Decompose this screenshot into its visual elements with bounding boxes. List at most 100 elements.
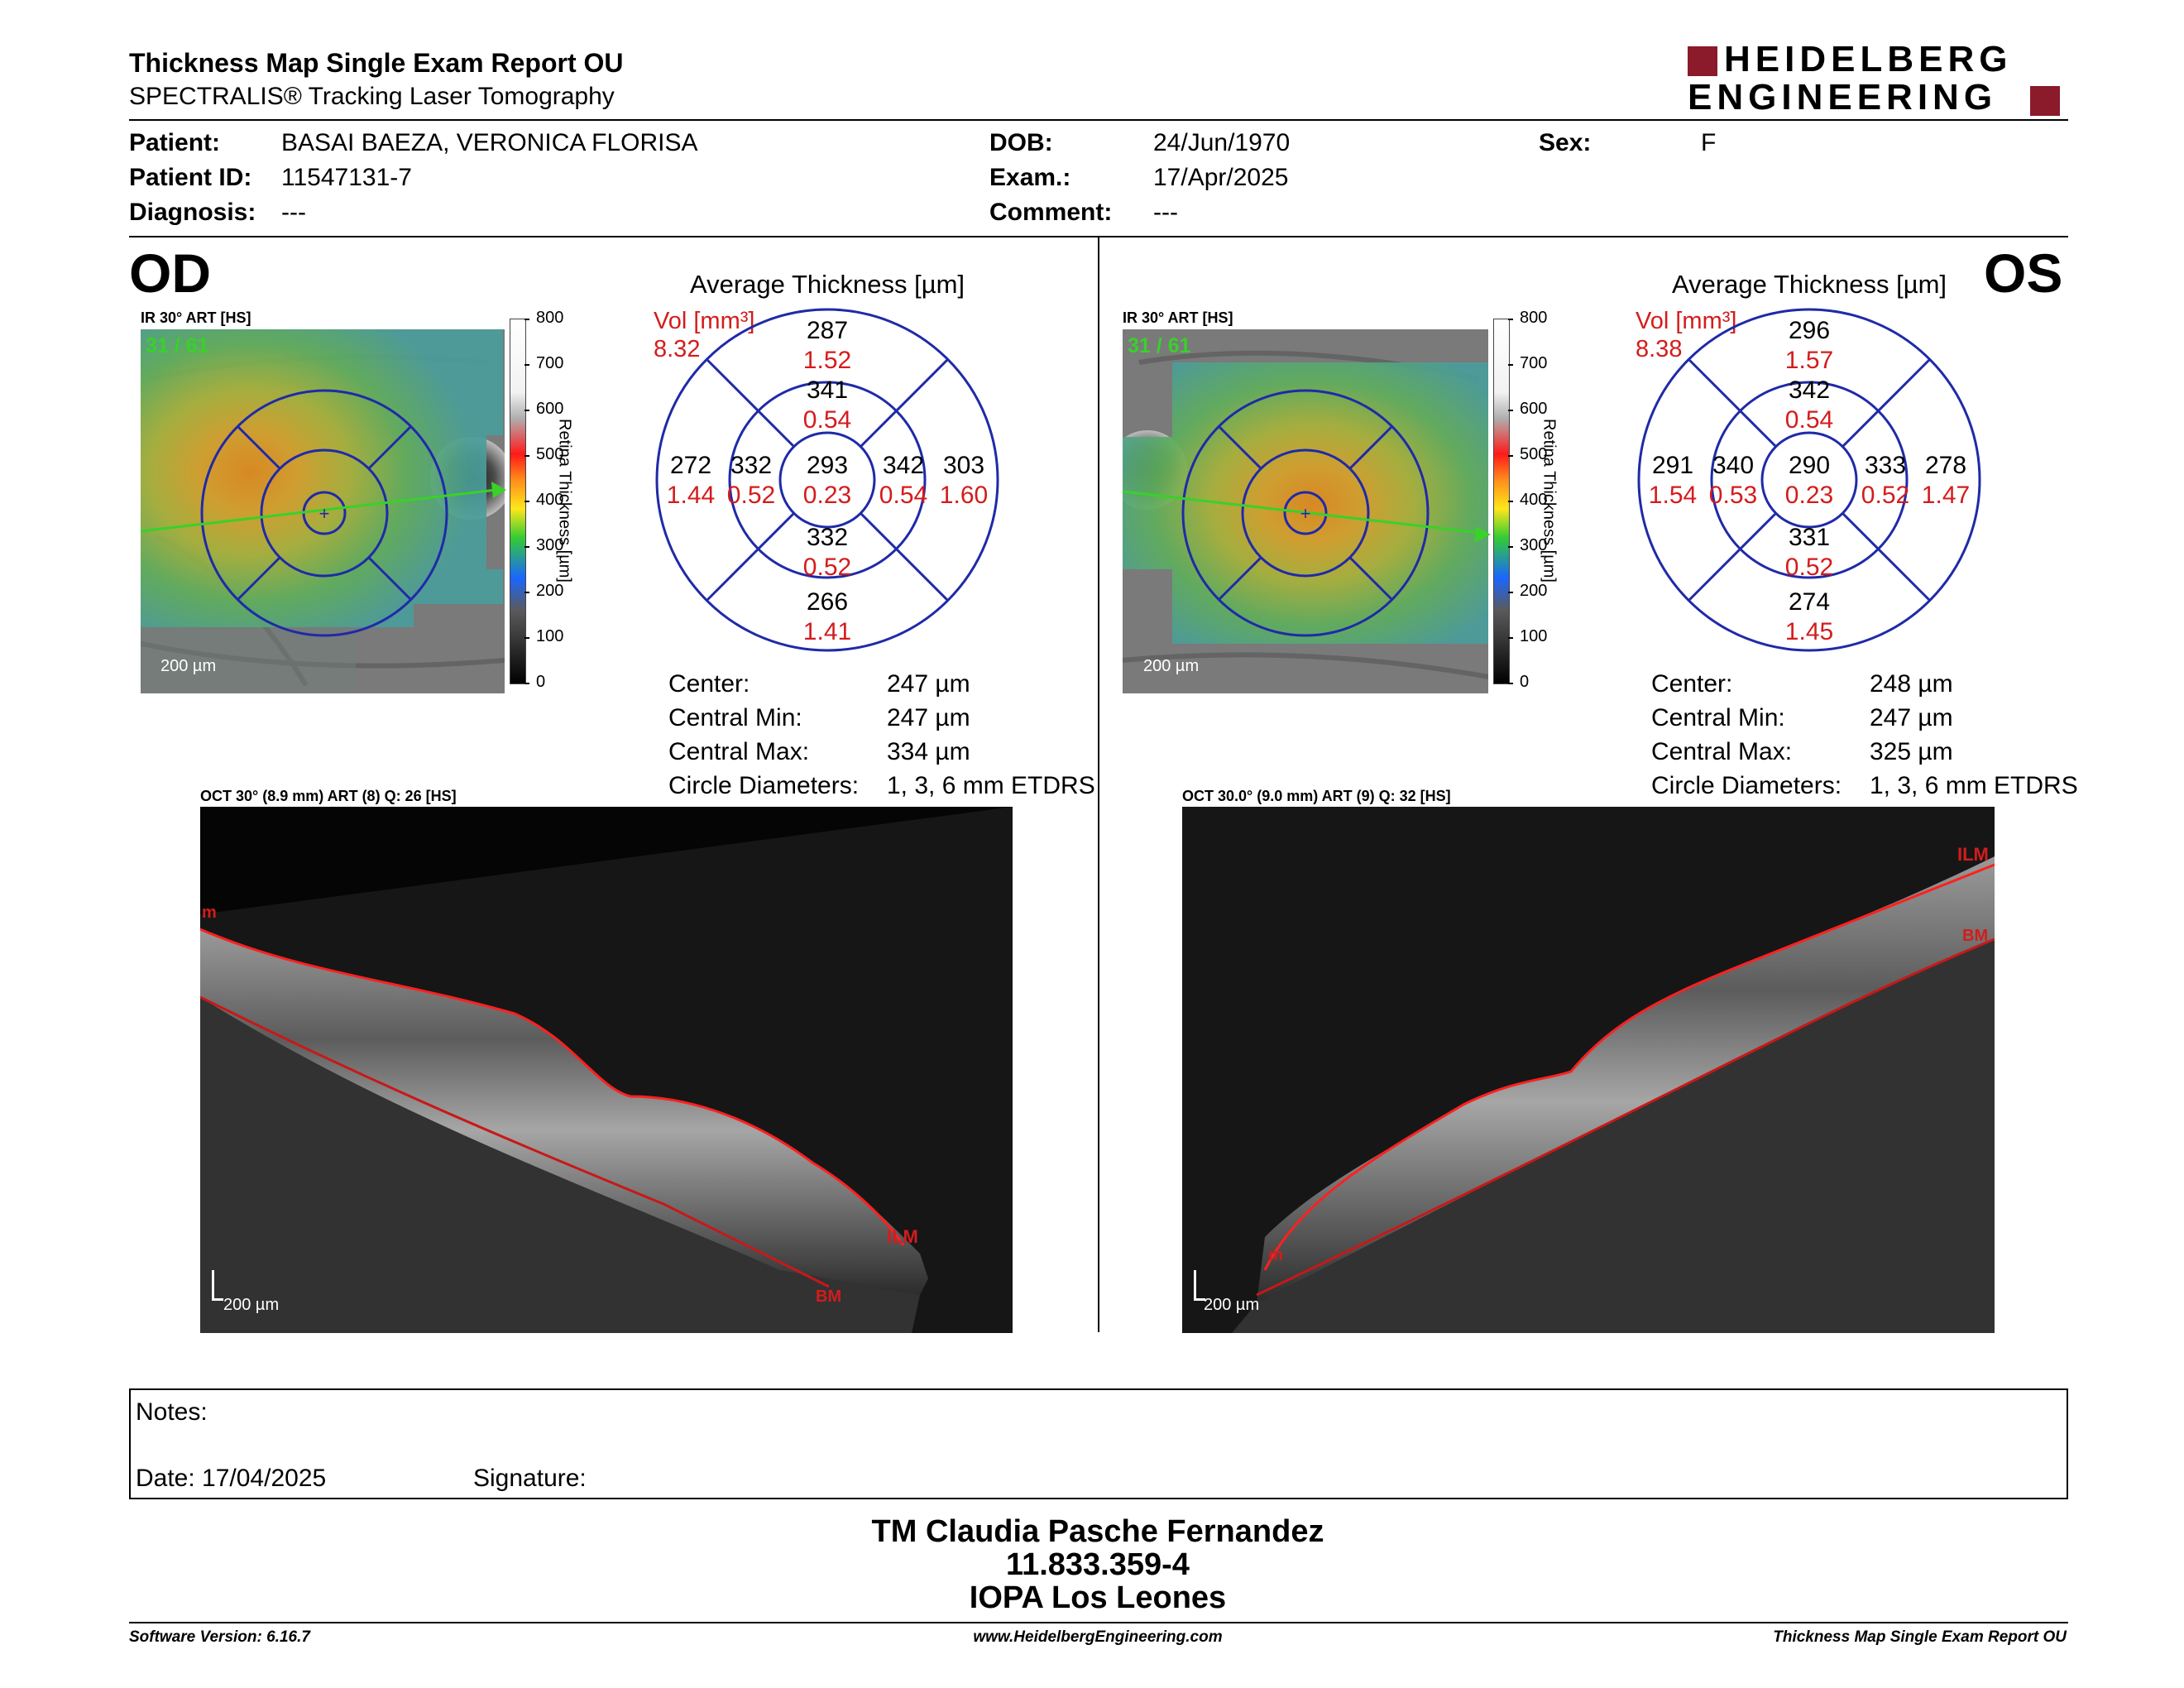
os-grid-sup-in-thickness: 342 <box>1788 376 1831 404</box>
os-colorbar-tick-label: 600 <box>1520 400 1548 418</box>
os-colorbar-tick-mark <box>1508 410 1513 411</box>
patient-name: BASAI BAEZA, VERONICA FLORISA <box>281 129 698 156</box>
od-ir-label: IR 30° ART [HS] <box>141 309 251 326</box>
os-colorbar-tick-label: 800 <box>1520 309 1548 327</box>
od-grid-right-out-thickness: 303 <box>942 452 985 479</box>
od-grid-right-in-volume: 0.54 <box>879 482 928 509</box>
os-oct-label: OCT 30.0° (9.0 mm) ART (9) Q: 32 [HS] <box>1182 788 1451 804</box>
od-colorbar-tick-label: 500 <box>536 445 564 463</box>
os-grid-right-in-thickness: 333 <box>1864 452 1907 479</box>
od-avg-title: Average Thickness [µm] <box>689 270 965 299</box>
comment-label: Comment: <box>989 199 1113 226</box>
od-etdrs-overlay: + <box>140 389 506 637</box>
od-grid-sup-out-thickness: 287 <box>806 317 849 344</box>
os-circ-label: Circle Diameters: <box>1651 772 1842 799</box>
os-colorbar-tick-label: 200 <box>1520 582 1548 600</box>
od-colorbar-tick-mark <box>524 455 529 457</box>
od-oct-label: OCT 30° (8.9 mm) ART (8) Q: 26 [HS] <box>200 788 457 804</box>
svg-text:+: + <box>319 503 330 524</box>
os-colorbar-tick-label: 100 <box>1520 627 1548 645</box>
os-ir-label: IR 30° ART [HS] <box>1123 309 1233 326</box>
notes-date: Date: 17/04/2025 <box>136 1465 327 1492</box>
notes-box: Notes: Date: 17/04/2025 Signature: <box>129 1388 2068 1499</box>
os-grid-right-out-thickness: 278 <box>1924 452 1967 479</box>
os-colorbar-tick-label: 300 <box>1520 536 1548 554</box>
od-colorbar-tick-label: 600 <box>536 400 564 418</box>
od-colorbar-tick-mark <box>524 501 529 502</box>
os-grid-inf-in-volume: 0.52 <box>1784 554 1834 581</box>
od-colorbar-tick-label: 800 <box>536 309 564 327</box>
os-grid-inf-out-thickness: 274 <box>1788 588 1831 616</box>
os-colorbar-tick-mark <box>1508 546 1513 548</box>
dob-value: 24/Jun/1970 <box>1153 129 1291 156</box>
os-colorbar-tick-mark <box>1508 455 1513 457</box>
os-circ-value: 1, 3, 6 mm ETDRS <box>1870 772 2078 799</box>
report-subtitle: SPECTRALIS® Tracking Laser Tomography <box>129 83 615 110</box>
od-grid-inf-in-volume: 0.52 <box>802 554 852 581</box>
os-bm-label: BM <box>1962 927 1989 945</box>
od-frames: 31 / 61 <box>146 334 209 357</box>
od-fundus-scale: 200 µm <box>160 657 217 675</box>
od-grid-right-in-thickness: 342 <box>882 452 925 479</box>
os-center-value: 248 µm <box>1870 670 1953 698</box>
notes-label: Notes: <box>136 1398 208 1426</box>
os-center-label: Center: <box>1651 670 1733 698</box>
od-colorbar-tick-label: 700 <box>536 354 564 372</box>
od-colorbar-tick-mark <box>524 410 529 411</box>
od-grid-inf-out-volume: 1.41 <box>802 618 852 645</box>
od-circ-label: Circle Diameters: <box>668 772 860 799</box>
heidelberg-logo: HEIDELBERG ENGINEERING <box>1688 40 2068 119</box>
dob-label: DOB: <box>989 129 1053 156</box>
od-grid-inf-in-thickness: 332 <box>806 524 849 551</box>
od-cmax-value: 334 µm <box>887 738 970 765</box>
comment-value: --- <box>1153 199 1178 226</box>
os-colorbar-tick-mark <box>1508 501 1513 502</box>
os-colorbar-tick-mark <box>1508 637 1513 639</box>
os-vol-label: Vol [mm³] <box>1636 308 1737 334</box>
od-grid-sup-in-volume: 0.54 <box>802 406 852 434</box>
os-colorbar-tick-label: 700 <box>1520 354 1548 372</box>
od-grid-left-out-volume: 1.44 <box>666 482 716 509</box>
os-colorbar <box>1493 319 1510 684</box>
od-oct-scale: 200 µm <box>223 1296 280 1314</box>
os-colorbar-tick-label: 400 <box>1520 491 1548 509</box>
od-grid-sup-out-volume: 1.52 <box>802 347 852 374</box>
od-colorbar-tick-mark <box>524 364 529 366</box>
od-colorbar-tick-mark <box>524 637 529 639</box>
od-m-label: m <box>202 904 217 922</box>
os-colorbar-tick-mark <box>1508 319 1513 320</box>
exam-value: 17/Apr/2025 <box>1153 164 1289 191</box>
od-cmax-label: Central Max: <box>668 738 810 765</box>
od-grid-center-thickness: 293 <box>806 452 849 479</box>
os-cmax-label: Central Max: <box>1651 738 1793 765</box>
od-cmin-value: 247 µm <box>887 704 970 731</box>
signature-id: 11.833.359-4 <box>1006 1547 1190 1582</box>
os-colorbar-tick-mark <box>1508 364 1513 366</box>
od-vol-value: 8.32 <box>654 336 701 362</box>
od-grid-center-volume: 0.23 <box>802 482 852 509</box>
os-ilm-label: ILM <box>1957 844 1989 865</box>
od-colorbar-tick-mark <box>524 546 529 548</box>
os-grid-left-in-thickness: 340 <box>1712 452 1755 479</box>
od-colorbar-tick-label: 400 <box>536 491 564 509</box>
os-grid-inf-out-volume: 1.45 <box>1784 618 1834 645</box>
logo-line2: ENGINEERING <box>1688 77 1998 117</box>
os-grid-sup-out-volume: 1.57 <box>1784 347 1834 374</box>
os-grid-left-out-volume: 1.54 <box>1648 482 1698 509</box>
od-center-value: 247 µm <box>887 670 970 698</box>
diagnosis-label: Diagnosis: <box>129 199 256 226</box>
footer-website[interactable]: www.HeidelbergEngineering.com <box>973 1628 1223 1646</box>
od-etdrs-grid <box>655 308 999 652</box>
os-grid-left-in-volume: 0.53 <box>1708 482 1758 509</box>
od-grid-right-out-volume: 1.60 <box>939 482 989 509</box>
footer-software: Software Version: 6.16.7 <box>129 1628 310 1646</box>
od-grid-left-out-thickness: 272 <box>669 452 712 479</box>
os-frames: 31 / 61 <box>1128 334 1191 357</box>
os-cmin-value: 247 µm <box>1870 704 1953 731</box>
signature-name: TM Claudia Pasche Fernandez <box>871 1514 1324 1549</box>
od-ilm-label: ILM <box>887 1226 918 1247</box>
footer-report-name: Thickness Map Single Exam Report OU <box>1773 1628 2067 1646</box>
svg-text:+: + <box>1300 503 1311 524</box>
od-circ-value: 1, 3, 6 mm ETDRS <box>887 772 1095 799</box>
os-etdrs-grid <box>1637 308 1981 652</box>
